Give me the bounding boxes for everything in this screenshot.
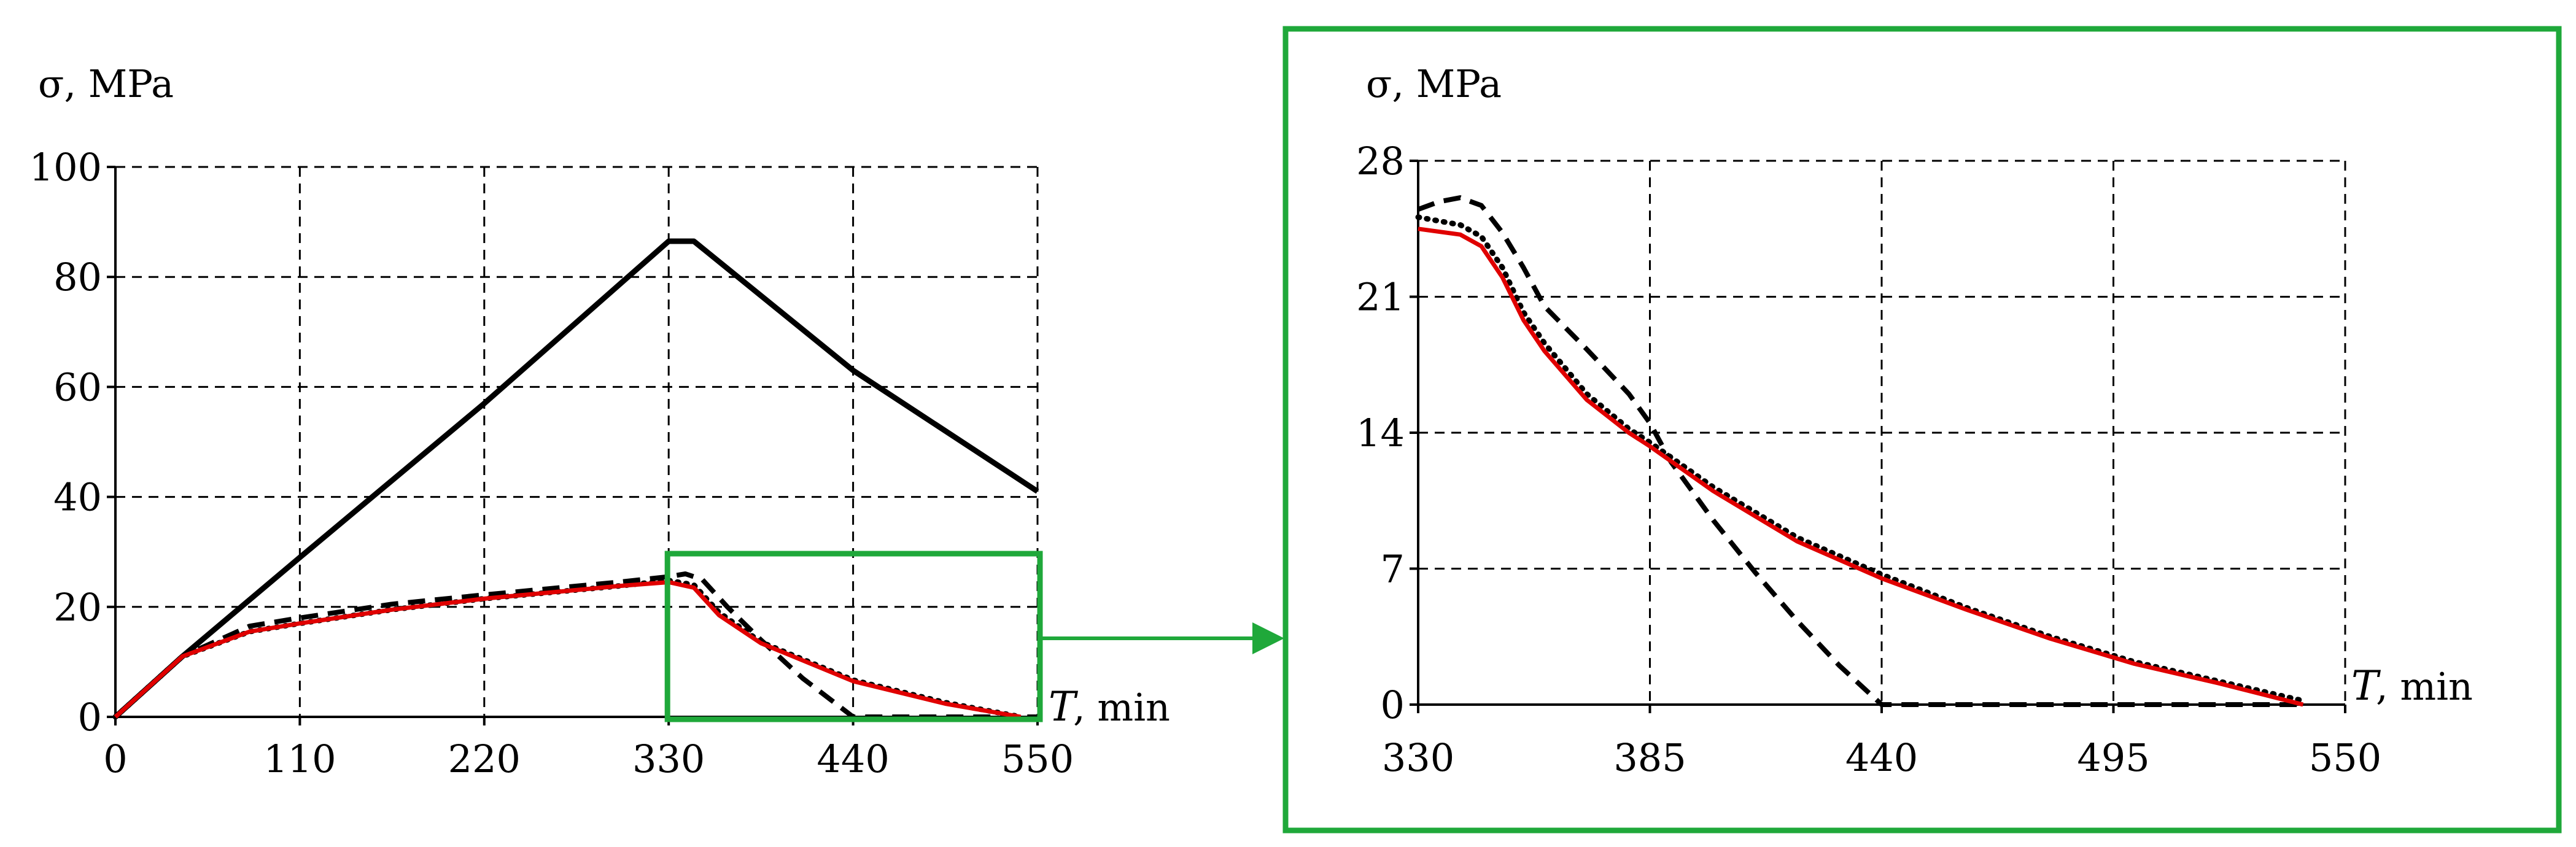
x-tick-label: 440 xyxy=(817,737,889,781)
y-tick-label: 28 xyxy=(1356,139,1405,184)
zoom-x-axis-label-unit: , min xyxy=(2376,664,2473,709)
series-line-dashed xyxy=(1417,195,2303,707)
x-tick-label: 220 xyxy=(448,737,521,781)
y-tick-label: 100 xyxy=(29,145,102,190)
x-tick-label: 550 xyxy=(1001,737,1074,781)
y-tick-label: 40 xyxy=(53,475,102,520)
y-axis-label: σ, MPa xyxy=(38,61,174,106)
y-tick-label: 0 xyxy=(1381,683,1405,727)
zoom-chart: σ, MPa 0 7 14 21 28 330 385 440 495 550 T , min xyxy=(1356,61,2473,780)
zoom-chart-x-tick-labels: 330 385 440 495 550 xyxy=(1382,735,2381,780)
zoom-chart-y-tick-labels: 0 7 14 21 28 xyxy=(1356,139,1405,727)
main-chart-x-tick-labels: 0 110 220 330 440 550 xyxy=(103,737,1074,781)
x-axis-label-unit: , min xyxy=(1073,685,1170,730)
main-chart-grid xyxy=(115,166,1039,717)
zoom-y-axis-label: σ, MPa xyxy=(1366,61,1502,106)
x-axis-label-symbol: T xyxy=(1049,683,1079,730)
main-chart-series xyxy=(112,238,1039,720)
series-line-dashed xyxy=(114,571,1038,719)
zoom-chart-grid xyxy=(1418,160,2346,705)
y-tick-label: 7 xyxy=(1381,547,1405,592)
x-tick-label: 330 xyxy=(1382,735,1454,780)
zoom-connector-arrow xyxy=(1041,622,1284,654)
series-line-red-solid xyxy=(1418,226,2304,707)
y-tick-label: 21 xyxy=(1356,275,1405,320)
zoom-panel-frame xyxy=(1282,26,2562,833)
arrow-head xyxy=(1252,622,1284,654)
x-tick-label: 440 xyxy=(1845,735,1918,780)
y-tick-label: 80 xyxy=(53,255,102,300)
y-tick-label: 14 xyxy=(1356,411,1405,455)
main-chart-axes xyxy=(107,166,1039,725)
y-tick-label: 0 xyxy=(78,695,102,740)
y-tick-label: 60 xyxy=(53,365,102,409)
series-line-upper-solid xyxy=(113,238,1039,719)
main-chart: σ, MPa 0 20 40 60 80 100 0 110 220 330 440 550 T ,… xyxy=(29,61,1170,781)
zoom-chart-series xyxy=(1415,195,2306,707)
x-tick-label: 110 xyxy=(263,737,336,781)
series-line-dotted xyxy=(1415,214,2306,704)
main-chart-y-tick-labels: 0 20 40 60 80 100 xyxy=(29,145,102,740)
x-tick-label: 0 xyxy=(103,737,127,781)
x-tick-label: 385 xyxy=(1613,735,1686,780)
series-line-red-solid xyxy=(114,580,1022,719)
x-tick-label: 495 xyxy=(2077,735,2149,780)
zoom-chart-axes xyxy=(1410,160,2346,713)
x-tick-label: 330 xyxy=(632,737,705,781)
x-tick-label: 550 xyxy=(2309,735,2381,780)
zoom-x-axis-label-symbol: T xyxy=(2351,662,2381,710)
zoom-highlight-box[interactable] xyxy=(664,551,1043,722)
y-tick-label: 20 xyxy=(53,585,102,630)
